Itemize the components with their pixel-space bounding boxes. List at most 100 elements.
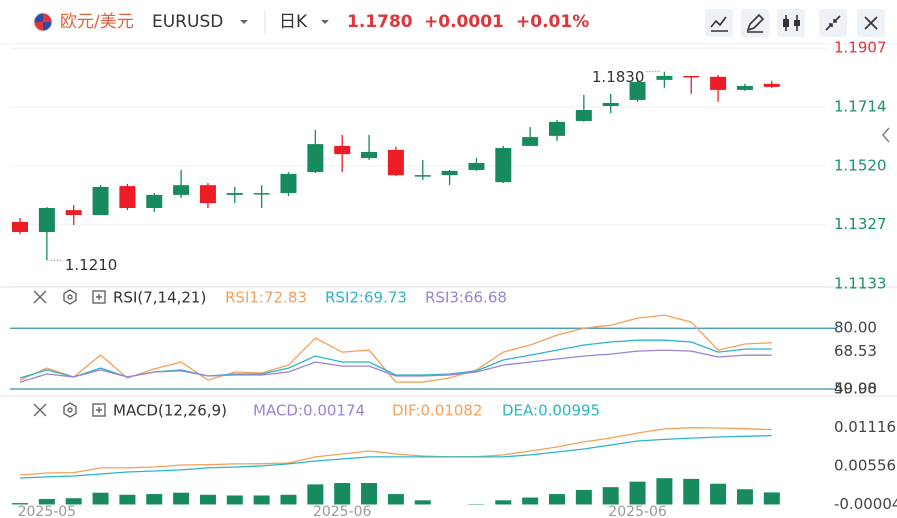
- macd-bar: [575, 489, 592, 505]
- candle-body: [65, 210, 82, 215]
- macd-bar: [307, 484, 324, 505]
- candle-body: [334, 145, 351, 155]
- candle-body: [119, 186, 136, 208]
- y-tick-label: 0.01116: [834, 418, 896, 436]
- candle-body: [253, 193, 270, 195]
- macd-bar: [65, 498, 82, 505]
- panel-title: RSI(7,14,21): [113, 289, 206, 307]
- flag-icon: [33, 12, 53, 32]
- candle-body: [146, 194, 163, 208]
- legend-label: MACD:0.00174: [253, 402, 365, 420]
- legend-label: DEA:0.00995: [502, 402, 600, 420]
- macd-line: [19, 427, 772, 476]
- macd-bar: [710, 483, 727, 505]
- chart-type-icon: [783, 19, 789, 27]
- candle-body: [226, 193, 243, 195]
- settings-icon[interactable]: [63, 402, 77, 418]
- y-tick-label: 0.00556: [834, 457, 896, 475]
- change: +0.0001: [424, 12, 504, 32]
- legend-label: RSI1:72.83: [225, 289, 307, 307]
- settings-icon[interactable]: [63, 289, 77, 305]
- macd-bar: [414, 500, 431, 505]
- remove-icon[interactable]: [33, 403, 47, 417]
- dropdown-icon[interactable]: [240, 20, 248, 24]
- settings-icon: [67, 407, 73, 413]
- macd-bar: [361, 483, 378, 505]
- y-tick-label: 1.1327: [834, 215, 887, 233]
- macd-bar: [763, 492, 780, 505]
- dropdown-icon[interactable]: [321, 20, 329, 24]
- remove-icon[interactable]: [33, 290, 47, 304]
- chart-type-icon: [794, 20, 800, 26]
- collapse-icon: [825, 15, 841, 31]
- panel-tools: [33, 289, 106, 418]
- macd-bar: [522, 497, 539, 505]
- legend-label: RSI2:69.73: [325, 289, 407, 307]
- candle-body: [307, 144, 324, 173]
- candle-body: [468, 162, 485, 170]
- macd-bar: [280, 494, 297, 505]
- rsi-line: [19, 349, 772, 383]
- candle-body: [710, 76, 727, 90]
- toolbar: [705, 9, 885, 37]
- candle-body: [387, 149, 404, 176]
- y-tick-label: 1.1907: [834, 39, 887, 57]
- annotation: 1.1210: [65, 256, 118, 274]
- period[interactable]: 日K: [279, 12, 308, 32]
- candle-body: [602, 103, 619, 107]
- macd-bar: [119, 494, 136, 505]
- legend-label: RSI3:66.68: [425, 289, 507, 307]
- y-tick-label: 50.00: [834, 379, 877, 397]
- y-tick-label: 1.1133: [834, 274, 887, 292]
- expand-icon[interactable]: [881, 127, 890, 143]
- candle-body: [414, 175, 431, 177]
- y-tick-label: 49.98: [834, 380, 877, 398]
- candle-body: [736, 85, 753, 90]
- collapse-button[interactable]: [819, 9, 847, 37]
- pair-name[interactable]: 欧元/美元: [60, 12, 134, 32]
- panel-title: MACD(12,26,9): [113, 402, 227, 420]
- x-tick-label: 2025-05: [18, 504, 77, 518]
- rsi-line: [19, 314, 772, 383]
- y-tick-label: 1.1520: [834, 157, 887, 175]
- macd-bar: [656, 478, 673, 505]
- symbol[interactable]: EURUSD: [152, 12, 223, 32]
- add-icon: [96, 407, 102, 413]
- change-pct: +0.01%: [516, 12, 589, 32]
- candle-body: [361, 152, 378, 159]
- price: 1.1780: [347, 12, 413, 32]
- macd-bar: [387, 494, 404, 505]
- macd-bar: [199, 494, 216, 505]
- macd-line: [19, 434, 772, 479]
- candle-body: [495, 148, 512, 183]
- add-icon[interactable]: [92, 403, 106, 417]
- candle-body: [575, 110, 592, 121]
- macd-bar: [226, 495, 243, 505]
- x-tick-label: 2025-06: [313, 504, 372, 518]
- x-tick-label: 2025-06: [608, 504, 667, 518]
- candle-body: [280, 173, 297, 194]
- macd-bar: [495, 500, 512, 505]
- indicator-icon: [710, 16, 728, 32]
- legend-label: DIF:0.01082: [392, 402, 483, 420]
- candle-body: [656, 75, 673, 80]
- chart-type-button[interactable]: [777, 9, 805, 37]
- add-icon[interactable]: [92, 290, 106, 304]
- candle-body: [199, 185, 216, 204]
- candle-body: [549, 121, 565, 136]
- y-tick-label: 1.1714: [834, 97, 887, 115]
- rsi-line: [19, 339, 772, 379]
- macd-bar: [549, 494, 565, 505]
- macd-bar: [736, 489, 753, 505]
- close-icon: [864, 16, 878, 30]
- macd-bar: [602, 487, 619, 505]
- y-tick-label: 68.53: [834, 342, 877, 360]
- macd-bar: [683, 478, 700, 505]
- header: 欧元/美元 EURUSD 日K 1.1780 +0.0001 +0.01%: [33, 9, 885, 37]
- y-tick-label: -0.00004: [834, 495, 897, 513]
- macd-bar: [38, 498, 55, 505]
- candle-body: [763, 83, 780, 87]
- annotation: 1.1830: [592, 68, 645, 86]
- candle-body: [38, 208, 55, 233]
